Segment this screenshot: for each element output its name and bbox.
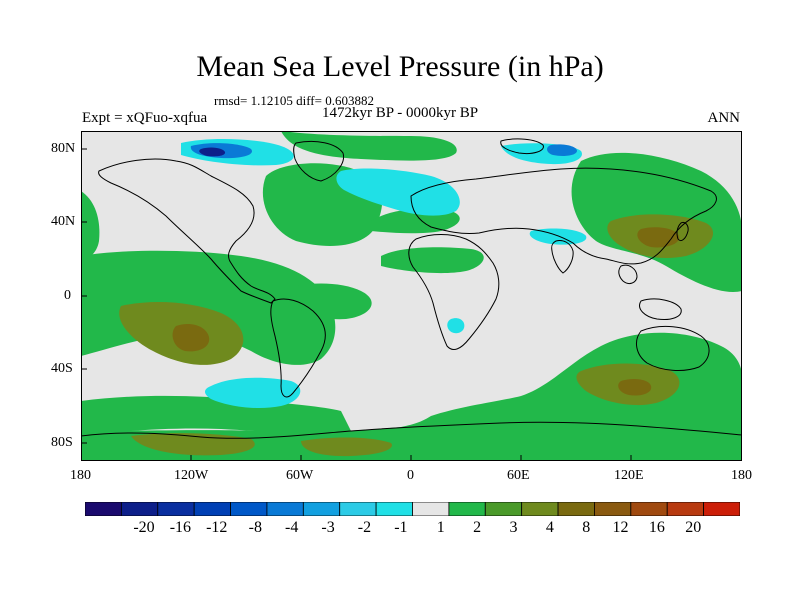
colorbar-swatch [703, 502, 740, 516]
experiment-label: Expt = xQFuo-xqfua [82, 110, 208, 126]
colorbar-label: 16 [648, 519, 665, 536]
pressure-map [81, 131, 742, 461]
lat-label-40n: 40N [51, 214, 76, 229]
season-label: ANN [707, 110, 741, 126]
colorbar-swatch [412, 502, 450, 516]
stats-text: rmsd= 1.12105 diff= 0.603882 [214, 93, 374, 108]
colorbar-label: -3 [321, 519, 335, 536]
coastlines [81, 138, 742, 439]
lon-label-120e: 120E [614, 468, 644, 483]
colorbar-swatch [266, 502, 304, 516]
strongest-negative-areas [199, 147, 226, 157]
colorbar-label: 20 [685, 519, 702, 536]
axis-ticks [81, 148, 632, 461]
lon-label-60w: 60W [286, 468, 314, 483]
colorbar-label: 1 [436, 519, 445, 536]
colorbar-swatch [557, 502, 595, 516]
colorbar-label: 12 [612, 519, 629, 536]
colorbar-label: 3 [509, 519, 518, 536]
colorbar-swatch [521, 502, 559, 516]
lat-label-80n: 80N [51, 141, 76, 156]
map-panel [81, 131, 742, 461]
lon-label-0: 0 [407, 468, 414, 483]
lon-label-180e: 180 [731, 468, 752, 483]
lon-label-60e: 60E [507, 468, 530, 483]
positive-anomaly-areas [81, 131, 742, 461]
colorbar-swatch [666, 502, 705, 516]
colorbar-swatch [339, 502, 377, 516]
colorbar-label: -12 [206, 519, 228, 536]
colorbar-swatch [120, 502, 159, 516]
plot-title: Mean Sea Level Pressure (in hPa) [196, 50, 604, 83]
colorbar-label: -1 [394, 519, 408, 536]
colorbar-swatch [302, 502, 341, 516]
colorbar-swatch [630, 502, 668, 516]
colorbar-label: 4 [545, 519, 554, 536]
colorbar-label: -16 [169, 519, 192, 536]
lon-label-180w: 180 [70, 468, 91, 483]
lat-label-40s: 40S [51, 361, 73, 376]
colorbar [85, 502, 740, 516]
colorbar-label: -2 [357, 519, 372, 536]
colorbar-swatch [375, 502, 413, 516]
colorbar-swatches [85, 502, 740, 516]
lat-label-80s: 80S [51, 435, 73, 450]
colorbar-swatch [484, 502, 523, 516]
colorbar-swatch [85, 502, 122, 516]
colorbar-label: 8 [582, 519, 591, 536]
period-text: 1472kyr BP - 0000kyr BP [322, 105, 479, 121]
colorbar-swatch [193, 502, 231, 516]
colorbar-label: -8 [248, 519, 262, 536]
strongest-positive-areas [172, 227, 680, 396]
colorbar-swatch [448, 502, 486, 516]
colorbar-label: -4 [285, 519, 299, 536]
colorbar-label: -20 [133, 519, 155, 536]
colorbar-swatch [157, 502, 195, 516]
colorbar-label: 2 [473, 519, 482, 536]
lat-label-0: 0 [64, 288, 71, 303]
lon-label-120w: 120W [174, 468, 209, 483]
colorbar-swatch [594, 502, 632, 516]
colorbar-swatch [230, 502, 268, 516]
